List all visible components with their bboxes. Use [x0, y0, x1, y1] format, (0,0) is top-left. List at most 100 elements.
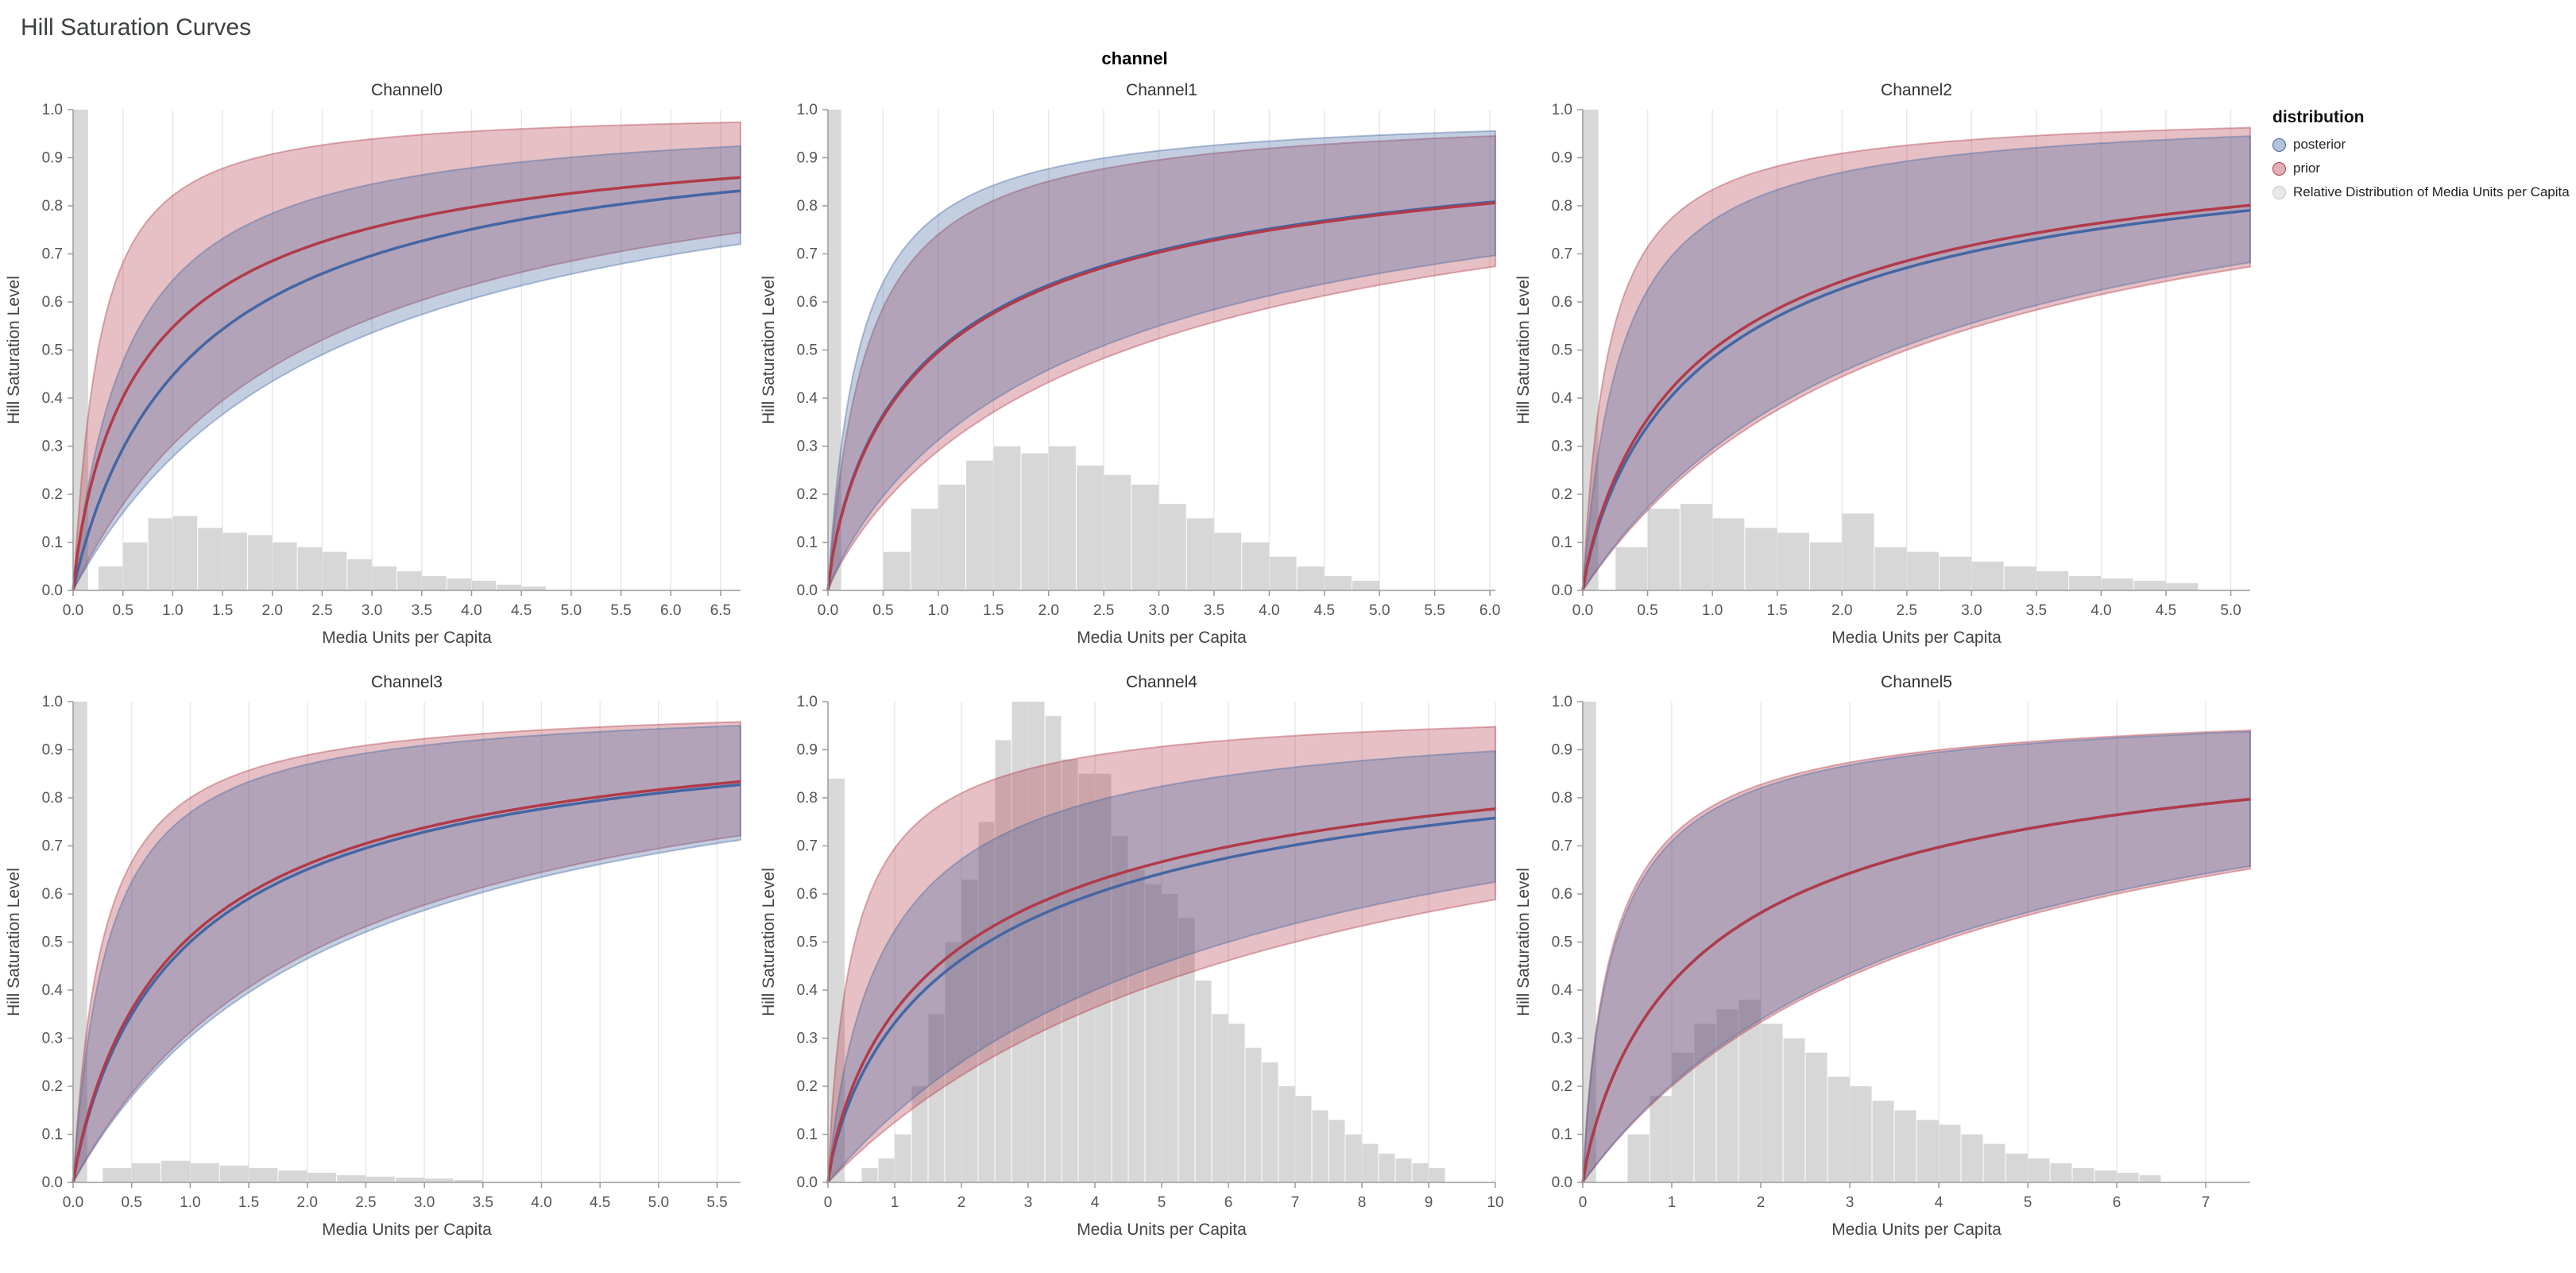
histogram-bar	[161, 1160, 190, 1182]
x-tick-label: 1.5	[212, 602, 233, 619]
y-tick-label: 0.4	[797, 390, 818, 407]
y-axis-title: Hill Saturation Level	[5, 276, 23, 424]
y-tick-label: 1.0	[797, 694, 818, 710]
histogram-bar	[222, 532, 247, 590]
y-tick-label: 0.2	[42, 486, 63, 503]
histogram-bar	[1325, 575, 1352, 590]
y-tick-label: 0.0	[797, 1174, 818, 1191]
facet-title: Channel2	[1881, 81, 1952, 99]
histogram-bar	[1162, 894, 1178, 1182]
posterior-mean-line	[72, 783, 741, 1183]
histogram-bar	[190, 1163, 219, 1182]
facet-title: Channel0	[371, 81, 443, 99]
x-tick-label: 1.5	[238, 1194, 259, 1211]
x-tick-label: 5.5	[706, 1194, 727, 1211]
x-tick-label: 9	[1425, 1194, 1433, 1211]
x-tick-label: 7	[2202, 1194, 2210, 1211]
y-tick-label: 0.8	[42, 790, 63, 807]
histogram-bar	[366, 1176, 395, 1182]
histogram-bar	[878, 1158, 895, 1182]
x-tick-label: 0.0	[818, 602, 838, 619]
y-tick-label: 0.2	[1552, 486, 1572, 503]
histogram-bar	[1940, 556, 1971, 590]
y-tick-label: 0.3	[42, 1031, 63, 1047]
histogram-bar	[1648, 509, 1680, 590]
x-axis-title: Media Units per Capita	[322, 629, 492, 647]
x-tick-label: 0.5	[1637, 602, 1657, 619]
x-tick-label: 5.0	[648, 1194, 669, 1211]
x-axis-title: Media Units per Capita	[1831, 629, 2002, 647]
x-tick-label: 0.0	[1572, 602, 1593, 619]
legend: distribution posterior prior Relative Di…	[2269, 46, 2573, 208]
y-tick-label: 0.5	[797, 342, 818, 359]
prior-mean-line	[1581, 203, 2251, 591]
y-tick-label: 0.9	[42, 150, 63, 167]
histogram-spike	[828, 110, 841, 590]
histogram-bar	[422, 575, 447, 590]
x-tick-label: 4.5	[1314, 602, 1335, 619]
x-tick-label: 4.5	[2156, 602, 2176, 619]
facet-channel1: 0.0 0.5 1.0 1.5 2.0 2.5 3.0 3.5 4.0 4.5 5.0 5.5 6.0 0…	[760, 81, 1500, 647]
histogram-bar	[1297, 566, 1325, 590]
histogram-bar	[2005, 1153, 2028, 1182]
x-axis-title: Media Units per Capita	[1077, 1221, 1247, 1239]
histogram-spike	[1583, 702, 1596, 1182]
x-tick-label: 3.5	[2026, 602, 2047, 619]
histogram-bar	[337, 1174, 366, 1182]
facet-title: Channel4	[1126, 673, 1197, 691]
histogram-bar	[2050, 1163, 2072, 1182]
y-tick-label: 0.9	[42, 742, 63, 759]
y-tick-label: 1.0	[42, 102, 63, 118]
histogram-bar	[148, 518, 172, 590]
facet-column-header: channel	[1101, 48, 1168, 68]
x-tick-label: 2	[1757, 1194, 1766, 1211]
histogram-bar	[1739, 1000, 1761, 1182]
histogram-bar	[1128, 869, 1145, 1182]
histogram-bar	[1269, 556, 1297, 590]
histogram-bar	[1745, 528, 1777, 590]
histogram-bar	[2072, 1167, 2094, 1182]
y-tick-label: 0.5	[42, 934, 63, 951]
histogram-bar	[1159, 504, 1186, 590]
x-tick-label: 3.0	[362, 602, 382, 619]
x-tick-label: 2.5	[311, 602, 332, 619]
y-tick-label: 0.0	[1552, 582, 1572, 599]
posterior-credible-band	[827, 130, 1496, 591]
histogram-bar	[995, 740, 1011, 1182]
y-tick-label: 0.2	[797, 486, 818, 503]
prior-credible-band	[827, 135, 1496, 591]
facet-channel5: 0 1 2 3 4 5 6 7 0.0 0.1 0.2 0.3 0.4 0.5 0.6 0.7 0.8 0.9 1.…	[1514, 673, 2251, 1239]
histogram-bar	[2028, 1158, 2050, 1182]
page-title: Hill Saturation Curves	[21, 14, 252, 41]
legend-label: posterior	[2293, 137, 2346, 152]
histogram-bar	[1761, 1023, 1783, 1182]
histogram-bar	[172, 516, 198, 590]
y-tick-label: 0.7	[1552, 246, 1572, 263]
histogram-bar	[911, 1086, 928, 1182]
histogram-bar	[1872, 1101, 1894, 1182]
histogram-bar	[883, 551, 911, 590]
x-tick-label: 2	[957, 1194, 966, 1211]
x-tick-label: 1.5	[983, 602, 1004, 619]
x-tick-label: 1.0	[162, 602, 183, 619]
histogram-bar	[198, 528, 222, 590]
histogram-bar	[1178, 918, 1195, 1182]
x-tick-label: 3	[1024, 1194, 1033, 1211]
histogram-bar	[347, 559, 372, 590]
histogram-bar	[1112, 836, 1128, 1182]
x-axis-title: Media Units per Capita	[1831, 1221, 2002, 1239]
posterior-credible-band	[1581, 730, 2251, 1186]
y-tick-label: 0.9	[797, 150, 818, 167]
x-axis-title: Media Units per Capita	[322, 1221, 492, 1239]
y-tick-label: 0.2	[42, 1078, 63, 1095]
y-tick-label: 0.1	[1552, 535, 1572, 551]
y-tick-label: 0.9	[1552, 150, 1572, 167]
legend-item-prior: prior	[2272, 161, 2573, 176]
y-tick-label: 0.4	[42, 390, 64, 407]
histogram-bar	[1615, 547, 1648, 590]
x-tick-label: 7	[1291, 1194, 1300, 1211]
x-tick-label: 0.5	[872, 602, 893, 619]
x-tick-label: 3.5	[473, 1194, 493, 1211]
x-tick-label: 4.5	[590, 1194, 610, 1211]
y-tick-label: 0.5	[1552, 934, 1572, 951]
